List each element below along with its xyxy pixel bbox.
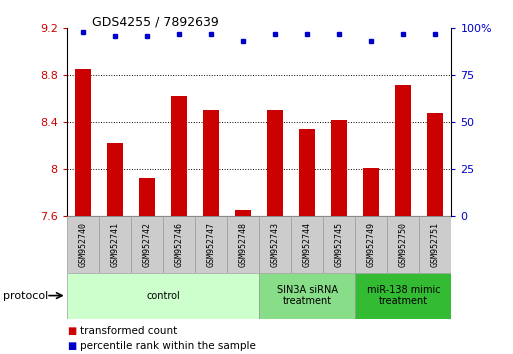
Text: GSM952743: GSM952743 <box>270 222 280 267</box>
Bar <box>171 96 187 216</box>
Text: transformed count: transformed count <box>80 326 177 336</box>
Bar <box>259 216 291 273</box>
Bar <box>98 216 131 273</box>
Text: ■: ■ <box>67 326 76 336</box>
Bar <box>427 113 443 216</box>
Text: GSM952747: GSM952747 <box>206 222 215 267</box>
Bar <box>355 216 387 273</box>
Text: SIN3A siRNA
treatment: SIN3A siRNA treatment <box>277 285 338 307</box>
Bar <box>387 216 420 273</box>
Bar <box>420 216 451 273</box>
Bar <box>291 216 323 273</box>
Bar <box>227 216 259 273</box>
Bar <box>67 273 259 319</box>
Text: GSM952746: GSM952746 <box>174 222 184 267</box>
Text: GSM952749: GSM952749 <box>367 222 376 267</box>
Bar <box>139 178 155 216</box>
Text: control: control <box>146 291 180 301</box>
Text: GSM952751: GSM952751 <box>431 222 440 267</box>
Bar <box>107 143 123 216</box>
Text: GSM952742: GSM952742 <box>142 222 151 267</box>
Bar <box>235 210 251 216</box>
Bar <box>259 273 355 319</box>
Text: GDS4255 / 7892639: GDS4255 / 7892639 <box>92 16 219 29</box>
Text: GSM952745: GSM952745 <box>334 222 344 267</box>
Bar <box>363 168 379 216</box>
Bar <box>203 110 219 216</box>
Bar <box>267 110 283 216</box>
Text: miR-138 mimic
treatment: miR-138 mimic treatment <box>366 285 440 307</box>
Bar <box>299 129 315 216</box>
Bar <box>131 216 163 273</box>
Bar <box>195 216 227 273</box>
Text: GSM952748: GSM952748 <box>239 222 248 267</box>
Bar <box>396 85 411 216</box>
Bar <box>331 120 347 216</box>
Bar <box>355 273 451 319</box>
Text: GSM952750: GSM952750 <box>399 222 408 267</box>
Bar <box>163 216 195 273</box>
Text: GSM952744: GSM952744 <box>303 222 312 267</box>
Text: protocol: protocol <box>3 291 48 301</box>
Bar <box>323 216 355 273</box>
Bar <box>67 216 98 273</box>
Text: GSM952741: GSM952741 <box>110 222 120 267</box>
Text: percentile rank within the sample: percentile rank within the sample <box>80 341 255 351</box>
Text: ■: ■ <box>67 341 76 351</box>
Text: GSM952740: GSM952740 <box>78 222 87 267</box>
Bar <box>75 69 91 216</box>
